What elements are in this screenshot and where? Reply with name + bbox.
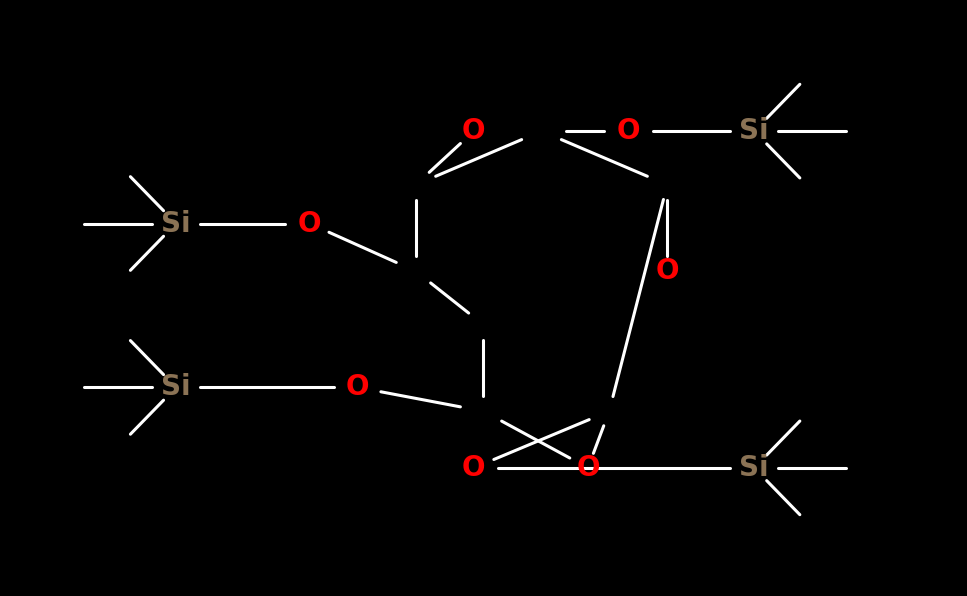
Text: O: O [462,117,485,145]
Text: O: O [617,117,640,145]
Text: Si: Si [161,374,190,401]
Text: Si: Si [740,454,769,482]
Text: O: O [462,454,485,482]
Text: O: O [346,374,369,401]
Text: O: O [656,257,679,285]
Text: O: O [298,210,321,237]
Text: Si: Si [161,210,190,237]
Text: O: O [576,454,600,482]
Text: Si: Si [740,117,769,145]
